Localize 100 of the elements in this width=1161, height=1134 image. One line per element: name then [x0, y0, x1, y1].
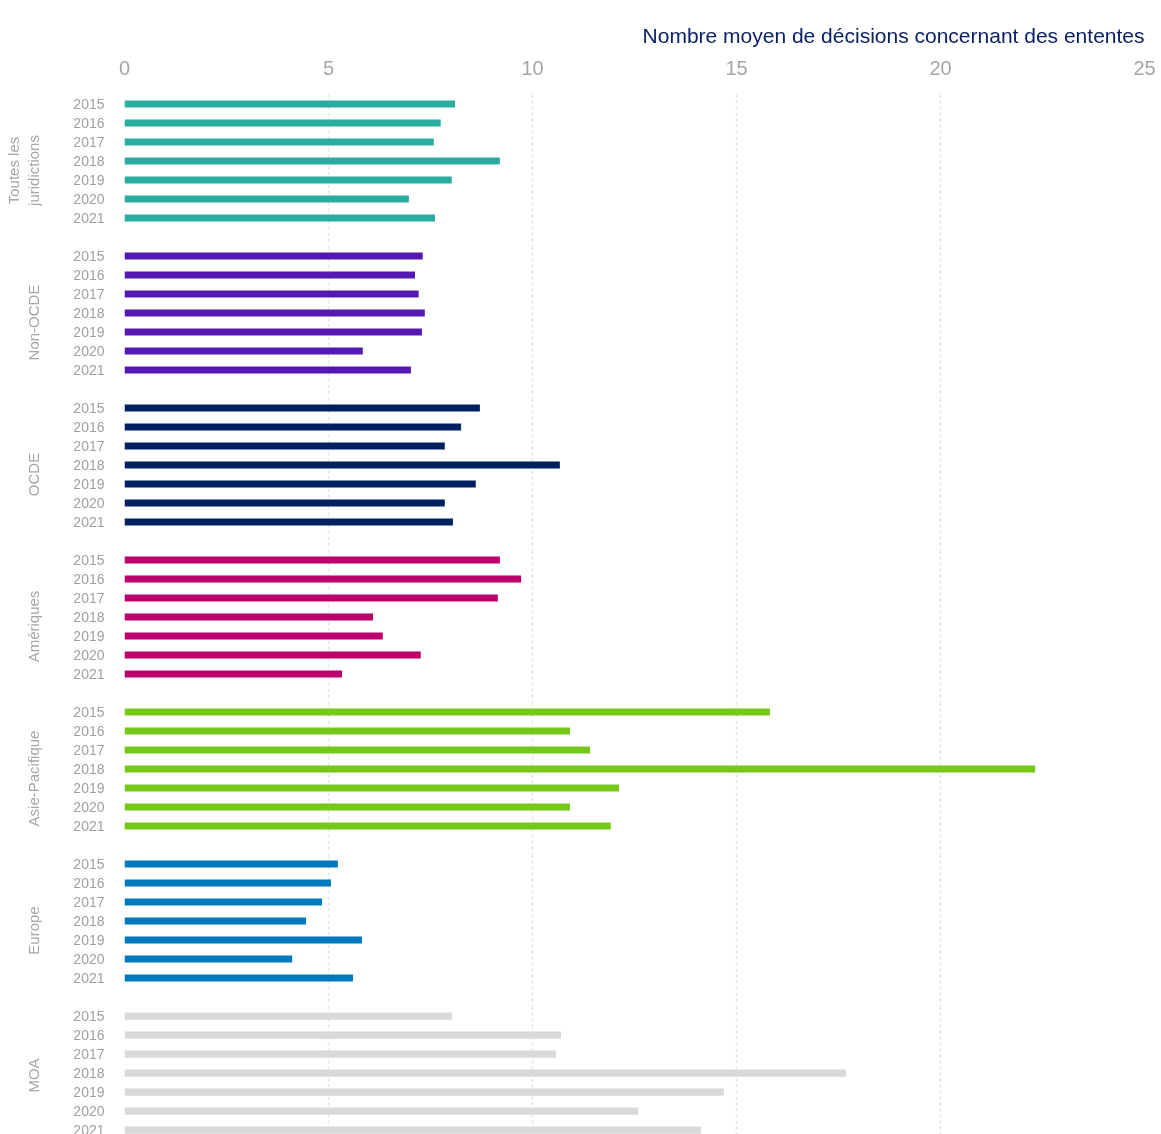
bar: [124, 594, 498, 602]
y-axis-title: Non-OCDE: [25, 284, 43, 361]
bar: [124, 632, 383, 640]
y-axis-title: OCDE: [25, 452, 43, 497]
bar: [124, 423, 462, 431]
bar: [124, 309, 425, 317]
y-tick-label: 2021: [73, 818, 105, 834]
bar: [124, 480, 476, 488]
y-tick-label: 2021: [73, 514, 105, 530]
x-axis-title: Nombre moyen de décisions concernant des ententes: [642, 23, 1145, 47]
bar: [124, 765, 1036, 773]
y-tick-label: 2016: [73, 419, 105, 435]
y-tick-label: 2019: [73, 476, 105, 492]
y-tick-label: 2020: [73, 495, 105, 511]
y-tick-label: 2016: [73, 723, 105, 739]
x-tick-label: 15: [725, 56, 748, 79]
bar: [124, 575, 522, 583]
bar: [124, 461, 560, 469]
bar: [124, 898, 322, 906]
y-tick-label: 2017: [73, 590, 105, 606]
y-tick-label: 2019: [73, 172, 105, 188]
y-tick-label: 2021: [73, 210, 105, 226]
bar: [124, 271, 415, 279]
y-tick-label: 2017: [73, 742, 105, 758]
y-tick-label: 2021: [73, 362, 105, 378]
bar: [124, 195, 409, 203]
y-tick-label: 2015: [73, 704, 105, 720]
y-tick-label: 2017: [73, 438, 105, 454]
y-tick-label: 2018: [73, 153, 105, 169]
bar: [124, 613, 373, 621]
bar: [124, 860, 338, 868]
bar: [124, 366, 411, 374]
bar: [124, 822, 611, 830]
bar: [124, 176, 452, 184]
bar: [124, 290, 419, 298]
y-tick-label: 2015: [73, 96, 105, 112]
bar: [124, 442, 445, 450]
bar: [124, 518, 453, 526]
y-tick-label: 2018: [73, 761, 105, 777]
bar: [124, 100, 455, 108]
y-tick-label: 2021: [73, 970, 105, 986]
y-tick-label: 2019: [73, 324, 105, 340]
bar: [124, 746, 591, 754]
y-tick-label: 2019: [73, 628, 105, 644]
y-tick-label: 2017: [73, 894, 105, 910]
y-axis-title: Amériques: [25, 590, 43, 663]
y-tick-label: 2018: [73, 305, 105, 321]
y-tick-label: 2020: [73, 1103, 105, 1120]
y-tick-label: 2020: [73, 799, 105, 815]
y-tick-label: 2019: [73, 1084, 105, 1101]
y-tick-label: 2017: [73, 134, 105, 150]
bar: [124, 157, 500, 165]
y-axis-title: Europe: [25, 906, 43, 955]
bar: [124, 214, 435, 222]
bar: [124, 803, 571, 811]
y-tick-label: 2016: [73, 115, 105, 131]
y-tick-label: 2018: [73, 1065, 105, 1082]
x-tick-label: 5: [322, 56, 335, 79]
y-tick-label: 2015: [73, 552, 105, 568]
y-tick-label: 2015: [73, 248, 105, 264]
bar: [124, 556, 500, 564]
y-axis-title: MOA: [25, 1058, 43, 1093]
y-axis-title: Asie-Pacifique: [25, 730, 43, 827]
y-axis-title: Toutes les juridictions: [4, 135, 43, 207]
x-tick-label: 0: [118, 56, 131, 79]
y-tick-label: 2015: [73, 400, 105, 416]
bar: [124, 347, 363, 355]
bar: [124, 974, 353, 982]
bar: [124, 936, 362, 944]
bar: [124, 917, 307, 925]
bar: [124, 879, 331, 887]
y-tick-label: 2020: [73, 343, 105, 359]
bar: [124, 727, 571, 735]
y-tick-label: 2019: [73, 780, 105, 796]
x-tick-label: 10: [521, 56, 544, 79]
y-tick-label: 2017: [73, 286, 105, 302]
bar: [124, 404, 480, 412]
x-tick-label: 20: [929, 56, 952, 79]
y-tick-label: 2018: [73, 457, 105, 473]
y-tick-label: 2016: [73, 875, 105, 891]
y-tick-label: 2015: [73, 1008, 105, 1025]
bar: [124, 119, 441, 127]
y-tick-label: 2017: [73, 1046, 105, 1063]
bar: [124, 708, 770, 716]
y-tick-label: 2018: [73, 609, 105, 625]
bar: [124, 651, 421, 659]
y-tick-label: 2019: [73, 932, 105, 948]
bar: [124, 670, 342, 678]
bar: [124, 252, 423, 260]
y-tick-label: 2020: [73, 191, 105, 207]
y-tick-label: 2016: [73, 571, 105, 587]
bar: [124, 499, 445, 507]
y-tick-label: 2015: [73, 856, 105, 872]
bar: [124, 138, 434, 146]
y-tick-label: 2016: [73, 1027, 105, 1044]
y-tick-label: 2021: [73, 666, 105, 682]
y-tick-label: 2018: [73, 913, 105, 929]
y-tick-label: 2020: [73, 951, 105, 967]
bar: [124, 784, 619, 792]
y-tick-label: 2020: [73, 647, 105, 663]
